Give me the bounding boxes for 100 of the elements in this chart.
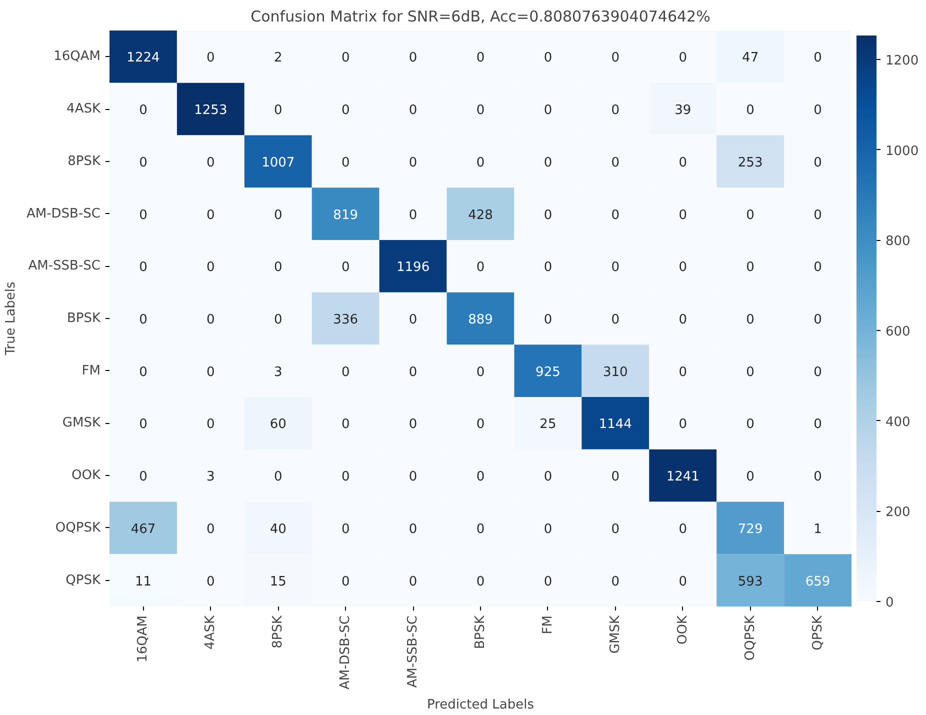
data-label: 0 <box>678 522 688 537</box>
data-label: 1144 <box>598 417 632 432</box>
x-tick-label: 16QAM <box>136 615 151 662</box>
x-tick-label: GMSK <box>608 615 623 654</box>
data-label: 0 <box>678 208 688 223</box>
data-label: 428 <box>468 208 493 223</box>
data-label: 0 <box>206 364 215 380</box>
data-label: 1224 <box>126 50 160 66</box>
data-label: 925 <box>536 364 560 380</box>
data-label: 0 <box>139 312 148 328</box>
data-label: 0 <box>408 312 418 328</box>
y-tick-label: OOK <box>72 468 101 484</box>
data-label: 0 <box>544 50 552 66</box>
y-tick-label: OQPSK <box>55 520 101 536</box>
y-tick-label: 16QAM <box>54 49 101 64</box>
data-label: 336 <box>333 312 358 328</box>
y-tick-label: FM <box>82 363 101 378</box>
data-label: 25 <box>540 417 556 432</box>
data-label: 0 <box>139 470 148 485</box>
data-label: 1007 <box>262 155 295 170</box>
data-label: 659 <box>805 574 830 590</box>
data-label: 0 <box>139 208 148 223</box>
data-label: 0 <box>476 417 485 432</box>
data-label: 0 <box>206 522 215 537</box>
x-tick-label: BPSK <box>473 615 488 650</box>
data-label: 0 <box>678 155 688 170</box>
data-label: 0 <box>611 574 620 590</box>
data-label: 15 <box>270 574 286 590</box>
x-tick-label: QPSK <box>810 615 826 650</box>
data-label: 593 <box>738 574 763 590</box>
data-label: 0 <box>206 208 215 223</box>
y-tick-label: 8PSK <box>68 154 101 169</box>
data-label: 0 <box>544 208 552 223</box>
data-label: 0 <box>611 155 620 170</box>
data-label: 0 <box>206 312 215 328</box>
data-label: 467 <box>130 522 156 537</box>
data-label: 40 <box>270 522 286 537</box>
data-label: 0 <box>274 312 282 328</box>
data-label: 0 <box>408 470 418 485</box>
data-label: 0 <box>139 103 148 118</box>
x-tick-label: AM-SSB-SC <box>406 615 421 688</box>
data-label: 0 <box>746 260 754 276</box>
data-label: 0 <box>274 470 282 485</box>
data-label: 0 <box>408 522 418 537</box>
data-label: 0 <box>678 364 688 380</box>
data-label: 0 <box>408 417 418 432</box>
data-label: 0 <box>139 260 148 276</box>
data-label: 819 <box>333 208 358 223</box>
data-label: 0 <box>341 522 350 537</box>
data-label: 0 <box>476 470 485 485</box>
x-tick-label: FM <box>540 615 556 634</box>
color-bar-label: 600 <box>886 324 910 340</box>
data-label: 60 <box>270 417 286 432</box>
data-label: 889 <box>468 312 493 328</box>
data-label: 0 <box>341 260 350 276</box>
data-label: 0 <box>476 574 485 590</box>
y-tick-label: 4ASK <box>66 102 101 117</box>
color-bar-label: 0 <box>886 596 894 610</box>
y-tick-label: AM-DSB-SC <box>26 206 101 222</box>
data-label: 0 <box>206 260 215 276</box>
data-label: 0 <box>746 417 754 432</box>
data-label: 2 <box>274 50 282 66</box>
data-label: 0 <box>746 312 754 328</box>
data-label: 39 <box>674 103 692 118</box>
data-label: 1241 <box>666 470 700 485</box>
data-label: 0 <box>746 470 754 485</box>
data-label: 3 <box>274 364 282 380</box>
data-label: 0 <box>611 260 620 276</box>
color-bar-label: 1200 <box>886 53 919 68</box>
data-label: 0 <box>408 50 418 66</box>
y-tick-label: AM-SSB-SC <box>28 258 101 274</box>
data-label: 0 <box>341 470 350 485</box>
data-label: 0 <box>611 103 620 118</box>
data-label: 0 <box>544 574 552 590</box>
data-label: 0 <box>341 155 350 170</box>
y-tick-label: BPSK <box>66 311 101 326</box>
data-label: 0 <box>544 522 552 537</box>
data-label: 0 <box>544 312 552 328</box>
data-label: 0 <box>611 50 620 66</box>
data-label: 0 <box>678 260 688 276</box>
data-label: 0 <box>746 103 754 118</box>
data-label: 0 <box>341 417 350 432</box>
data-label: 0 <box>678 417 688 432</box>
data-label: 0 <box>274 103 282 118</box>
data-label: 0 <box>341 103 350 118</box>
data-label: 0 <box>341 574 350 590</box>
data-label: 0 <box>611 208 620 223</box>
data-label: 0 <box>476 260 485 276</box>
data-label: 0 <box>678 574 688 590</box>
data-label: 0 <box>544 260 552 276</box>
data-label: 0 <box>678 50 688 66</box>
data-label: 0 <box>408 364 418 380</box>
data-label: 0 <box>814 417 822 432</box>
data-label: 0 <box>814 155 822 170</box>
data-label: 0 <box>814 470 822 485</box>
data-label: 0 <box>544 103 552 118</box>
y-tick-label: GMSK <box>62 416 101 431</box>
data-label: 0 <box>544 470 552 485</box>
data-label: 310 <box>603 364 628 380</box>
data-label: 253 <box>738 155 763 170</box>
